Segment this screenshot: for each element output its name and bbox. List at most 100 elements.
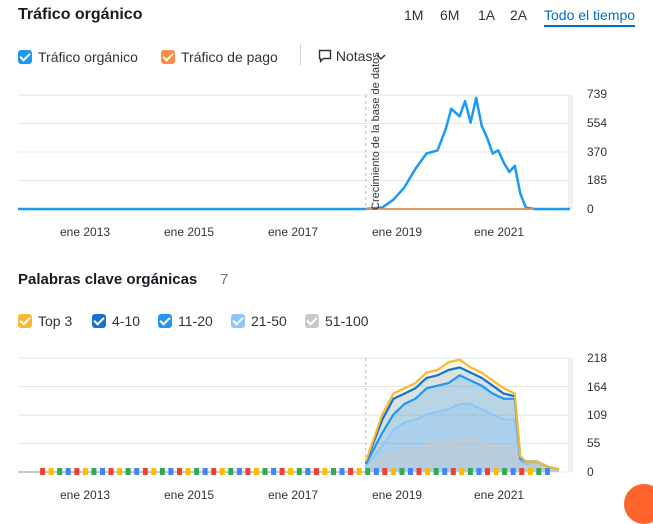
event-marker (40, 468, 46, 475)
notes-label: Notas (335, 48, 373, 64)
legend-paid-label: Tráfico de pago (181, 49, 278, 65)
event-marker (305, 468, 311, 475)
series-51-100-area (365, 435, 559, 472)
event-marker (467, 468, 473, 475)
series-4-10-area (365, 367, 559, 472)
range-6m[interactable]: 6M (440, 7, 460, 23)
event-marker (262, 468, 268, 475)
event-marker (108, 468, 114, 475)
series-top3-line (364, 358, 560, 471)
event-marker (459, 468, 465, 475)
comment-icon (318, 49, 332, 64)
checkbox-icon[interactable] (161, 50, 175, 64)
checkbox-icon[interactable] (18, 50, 32, 64)
keywords-title: Palabras clave orgánicas (18, 271, 198, 288)
event-marker (211, 468, 217, 475)
event-marker (236, 468, 242, 475)
event-marker (151, 468, 157, 475)
y-tick: 370 (587, 145, 608, 159)
checkbox-icon[interactable] (231, 314, 245, 328)
range-2a[interactable]: 2A (510, 7, 528, 23)
legend-top3-label: Top 3 (38, 313, 73, 329)
event-marker (510, 468, 516, 475)
event-marker (65, 468, 71, 475)
event-marker (279, 468, 285, 475)
checkbox-icon[interactable] (92, 314, 106, 328)
x-tick: ene 2013 (60, 488, 111, 502)
event-marker (322, 468, 328, 475)
event-marker (177, 468, 182, 475)
x-tick: ene 2013 (60, 225, 111, 239)
event-marker (433, 468, 439, 475)
organic-traffic-title: Tráfico orgánico (18, 6, 143, 23)
legend-organic[interactable]: Tráfico orgánico (18, 48, 138, 65)
event-marker (91, 468, 97, 475)
event-marker (134, 468, 140, 475)
range-1m[interactable]: 1M (404, 7, 424, 23)
legend-paid[interactable]: Tráfico de pago (161, 48, 278, 65)
chat-button[interactable] (624, 484, 653, 524)
event-marker (168, 468, 174, 475)
y-tick: 164 (587, 380, 608, 394)
event-marker (519, 468, 525, 475)
divider (300, 44, 301, 66)
series-21-50-line (364, 402, 560, 471)
legend-51-100[interactable]: 51-100 (305, 312, 369, 329)
y-tick: 185 (587, 173, 608, 187)
event-marker (536, 468, 542, 475)
x-tick: ene 2017 (268, 225, 319, 239)
y-tick: 55 (587, 436, 601, 450)
range-1a[interactable]: 1A (478, 7, 496, 23)
keywords-chart[interactable] (0, 345, 653, 485)
legend-organic-label: Tráfico orgánico (38, 49, 138, 65)
checkbox-icon[interactable] (158, 314, 172, 328)
event-marker (339, 468, 345, 475)
legend-11-20[interactable]: 11-20 (158, 312, 213, 329)
y-tick: 0 (587, 465, 594, 479)
event-marker (313, 468, 319, 475)
chevron-down-icon (376, 54, 386, 61)
keywords-count: 7 (220, 271, 229, 288)
event-marker (202, 468, 208, 475)
x-tick: ene 2019 (372, 488, 423, 502)
legend-21-50[interactable]: 21-50 (231, 312, 287, 329)
y-tick: 554 (587, 116, 608, 130)
scroll-edge (568, 95, 573, 209)
event-marker (442, 468, 448, 475)
event-marker (425, 468, 431, 475)
checkbox-icon[interactable] (18, 314, 32, 328)
legend-51-100-label: 51-100 (325, 313, 369, 329)
organic-traffic-line (18, 96, 570, 211)
event-marker (485, 468, 490, 475)
event-marker (476, 468, 482, 475)
event-marker (82, 468, 88, 475)
event-marker (348, 468, 354, 475)
event-marker (382, 468, 388, 475)
event-marker (185, 468, 191, 475)
notes-dropdown[interactable]: Notas (318, 48, 386, 64)
event-marker (254, 468, 259, 475)
legend-top3[interactable]: Top 3 (18, 312, 72, 329)
legend-21-50-label: 21-50 (251, 313, 287, 329)
legend-4-10[interactable]: 4-10 (92, 312, 140, 329)
range-all-time[interactable]: Todo el tiempo (544, 7, 636, 27)
event-marker (544, 468, 550, 475)
x-tick: ene 2021 (474, 225, 525, 239)
event-marker (450, 468, 456, 475)
event-marker (373, 468, 379, 475)
x-tick: ene 2021 (474, 488, 525, 502)
event-marker (493, 468, 499, 475)
legend-11-20-label: 11-20 (178, 313, 213, 329)
event-marker (142, 468, 148, 475)
database-growth-note: Crecimiento de la base de datos (370, 52, 382, 210)
event-marker (365, 468, 371, 475)
event-marker (390, 468, 396, 475)
x-tick: ene 2017 (268, 488, 319, 502)
organic-traffic-chart[interactable] (0, 85, 653, 245)
event-marker (502, 468, 508, 475)
x-tick: ene 2015 (164, 225, 215, 239)
event-marker (48, 468, 54, 475)
event-marker (356, 468, 362, 475)
checkbox-icon[interactable] (305, 314, 319, 328)
event-marker (117, 468, 123, 475)
